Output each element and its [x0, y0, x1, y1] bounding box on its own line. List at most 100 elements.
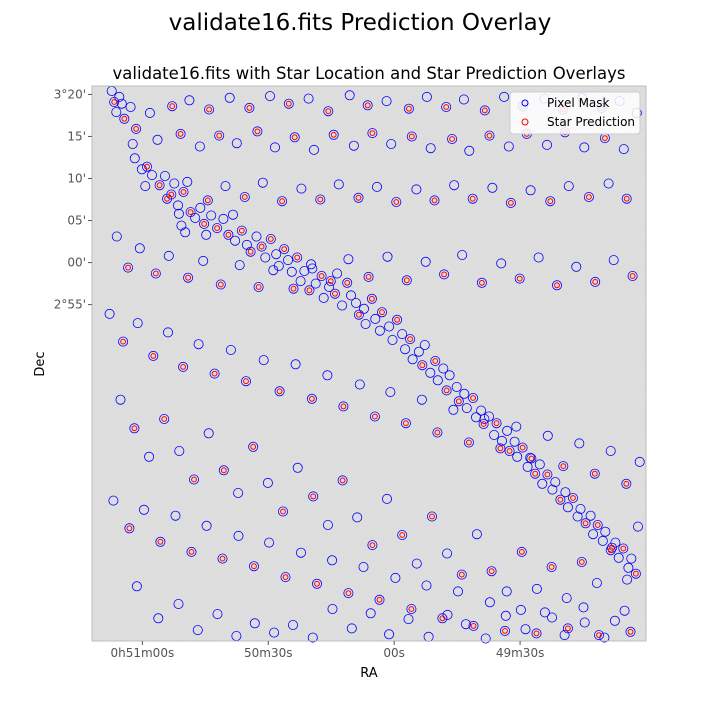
- pixel-mask-marker: [345, 290, 356, 301]
- pixel-mask-marker: [212, 223, 223, 234]
- pixel-mask-marker: [253, 281, 264, 292]
- pixel-mask-marker: [457, 249, 468, 260]
- star-prediction-marker: [379, 309, 385, 316]
- pixel-mask-marker: [239, 191, 250, 202]
- pixel-mask-marker: [594, 630, 605, 641]
- pixel-mask-marker: [489, 429, 500, 440]
- pixel-mask-marker: [362, 100, 373, 111]
- pixel-mask-marker: [550, 477, 561, 488]
- pixel-mask-marker: [332, 268, 343, 279]
- star-prediction-marker: [332, 290, 338, 297]
- pixel-mask-marker: [333, 179, 344, 190]
- star-prediction-marker: [506, 448, 513, 454]
- pixel-mask-marker: [369, 411, 380, 422]
- pixel-mask-marker: [202, 195, 213, 206]
- pixel-mask-marker: [452, 586, 463, 597]
- pixel-mask-marker: [552, 280, 563, 291]
- pixel-mask-marker: [376, 307, 387, 318]
- star-prediction-marker: [214, 225, 221, 232]
- pixel-mask-marker: [274, 386, 285, 397]
- star-prediction-marker: [429, 513, 435, 520]
- x-tick-label: 0h51m00s: [110, 646, 174, 660]
- star-prediction-marker: [243, 378, 249, 385]
- pixel-mask-marker: [271, 249, 282, 260]
- star-prediction-marker: [369, 542, 376, 548]
- pixel-mask-marker: [220, 181, 231, 192]
- star-prediction-marker: [502, 628, 508, 634]
- pixel-mask-marker: [358, 303, 369, 314]
- pixel-mask-marker: [478, 418, 489, 429]
- pixel-mask-marker: [426, 511, 437, 522]
- star-prediction-marker: [407, 336, 414, 343]
- pixel-mask-marker: [374, 594, 385, 605]
- pixel-mask-marker: [109, 97, 120, 108]
- pixel-mask-marker: [223, 229, 234, 240]
- star-prediction-marker: [282, 574, 289, 580]
- pixel-mask-marker: [561, 593, 572, 604]
- pixel-mask-marker: [471, 529, 482, 540]
- pixel-mask-marker: [539, 607, 550, 618]
- pixel-mask-marker: [318, 292, 329, 303]
- pixel-mask-marker: [545, 196, 556, 207]
- pixel-mask-marker: [290, 359, 301, 370]
- pixel-mask-marker: [417, 360, 428, 371]
- pixel-mask-marker: [381, 493, 392, 504]
- pixel-mask-marker: [432, 375, 443, 386]
- star-prediction-marker: [169, 103, 176, 110]
- pixel-mask-marker: [348, 140, 359, 151]
- pixel-mask-marker: [448, 404, 459, 415]
- pixel-mask-marker: [144, 451, 155, 462]
- pixel-mask-marker: [509, 436, 520, 447]
- pixel-mask-marker: [201, 520, 212, 531]
- star-prediction-marker: [330, 131, 337, 138]
- pixel-mask-marker: [622, 574, 633, 585]
- pixel-mask-marker: [400, 344, 411, 355]
- star-prediction-marker: [516, 275, 523, 282]
- star-prediction-marker: [578, 559, 585, 565]
- star-prediction-marker: [216, 132, 223, 139]
- pixel-mask-marker: [307, 632, 318, 643]
- pixel-mask-marker: [459, 388, 470, 399]
- star-prediction-marker: [369, 130, 376, 137]
- star-prediction-marker: [372, 413, 378, 420]
- pixel-mask-marker: [260, 252, 271, 263]
- star-prediction-marker: [586, 194, 592, 200]
- pixel-mask-marker: [479, 105, 490, 116]
- pixel-mask-marker: [571, 261, 582, 272]
- y-tick-label: 3°20': [54, 87, 86, 101]
- star-prediction-marker: [455, 398, 462, 405]
- pixel-mask-marker: [525, 452, 536, 463]
- pixel-mask-marker: [580, 518, 591, 529]
- sky-image-background: [92, 86, 646, 641]
- pixel-mask-marker: [206, 210, 217, 221]
- pixel-mask-marker: [522, 461, 533, 472]
- pixel-mask-marker: [385, 387, 396, 398]
- pixel-mask-marker: [413, 346, 424, 357]
- pixel-mask-marker: [174, 445, 185, 456]
- star-prediction-marker: [508, 200, 514, 206]
- pixel-mask-marker: [116, 98, 127, 109]
- pixel-mask-marker: [618, 543, 629, 554]
- pixel-mask-marker: [265, 233, 276, 244]
- pixel-mask-marker: [442, 609, 453, 620]
- pixel-mask-marker: [350, 297, 361, 308]
- pixel-mask-marker: [487, 182, 498, 193]
- pixel-mask-marker: [240, 376, 251, 387]
- pixel-mask-marker: [403, 614, 414, 625]
- star-prediction-series: [111, 99, 639, 638]
- pixel-mask-marker: [456, 569, 467, 580]
- pixel-mask-marker: [327, 604, 338, 615]
- pixel-mask-marker: [131, 123, 142, 134]
- pixel-mask-marker: [204, 104, 215, 115]
- star-prediction-marker: [126, 525, 133, 532]
- pixel-mask-marker: [304, 285, 315, 296]
- pixel-mask-marker: [214, 130, 225, 141]
- pixel-mask-marker: [141, 161, 152, 172]
- pixel-mask-marker: [511, 421, 522, 432]
- pixel-mask-marker: [502, 425, 513, 436]
- pixel-mask-marker: [193, 339, 204, 350]
- star-prediction-marker: [441, 271, 448, 278]
- star-prediction-marker: [394, 316, 401, 323]
- pixel-mask-marker: [131, 581, 142, 592]
- star-prediction-marker: [419, 362, 426, 369]
